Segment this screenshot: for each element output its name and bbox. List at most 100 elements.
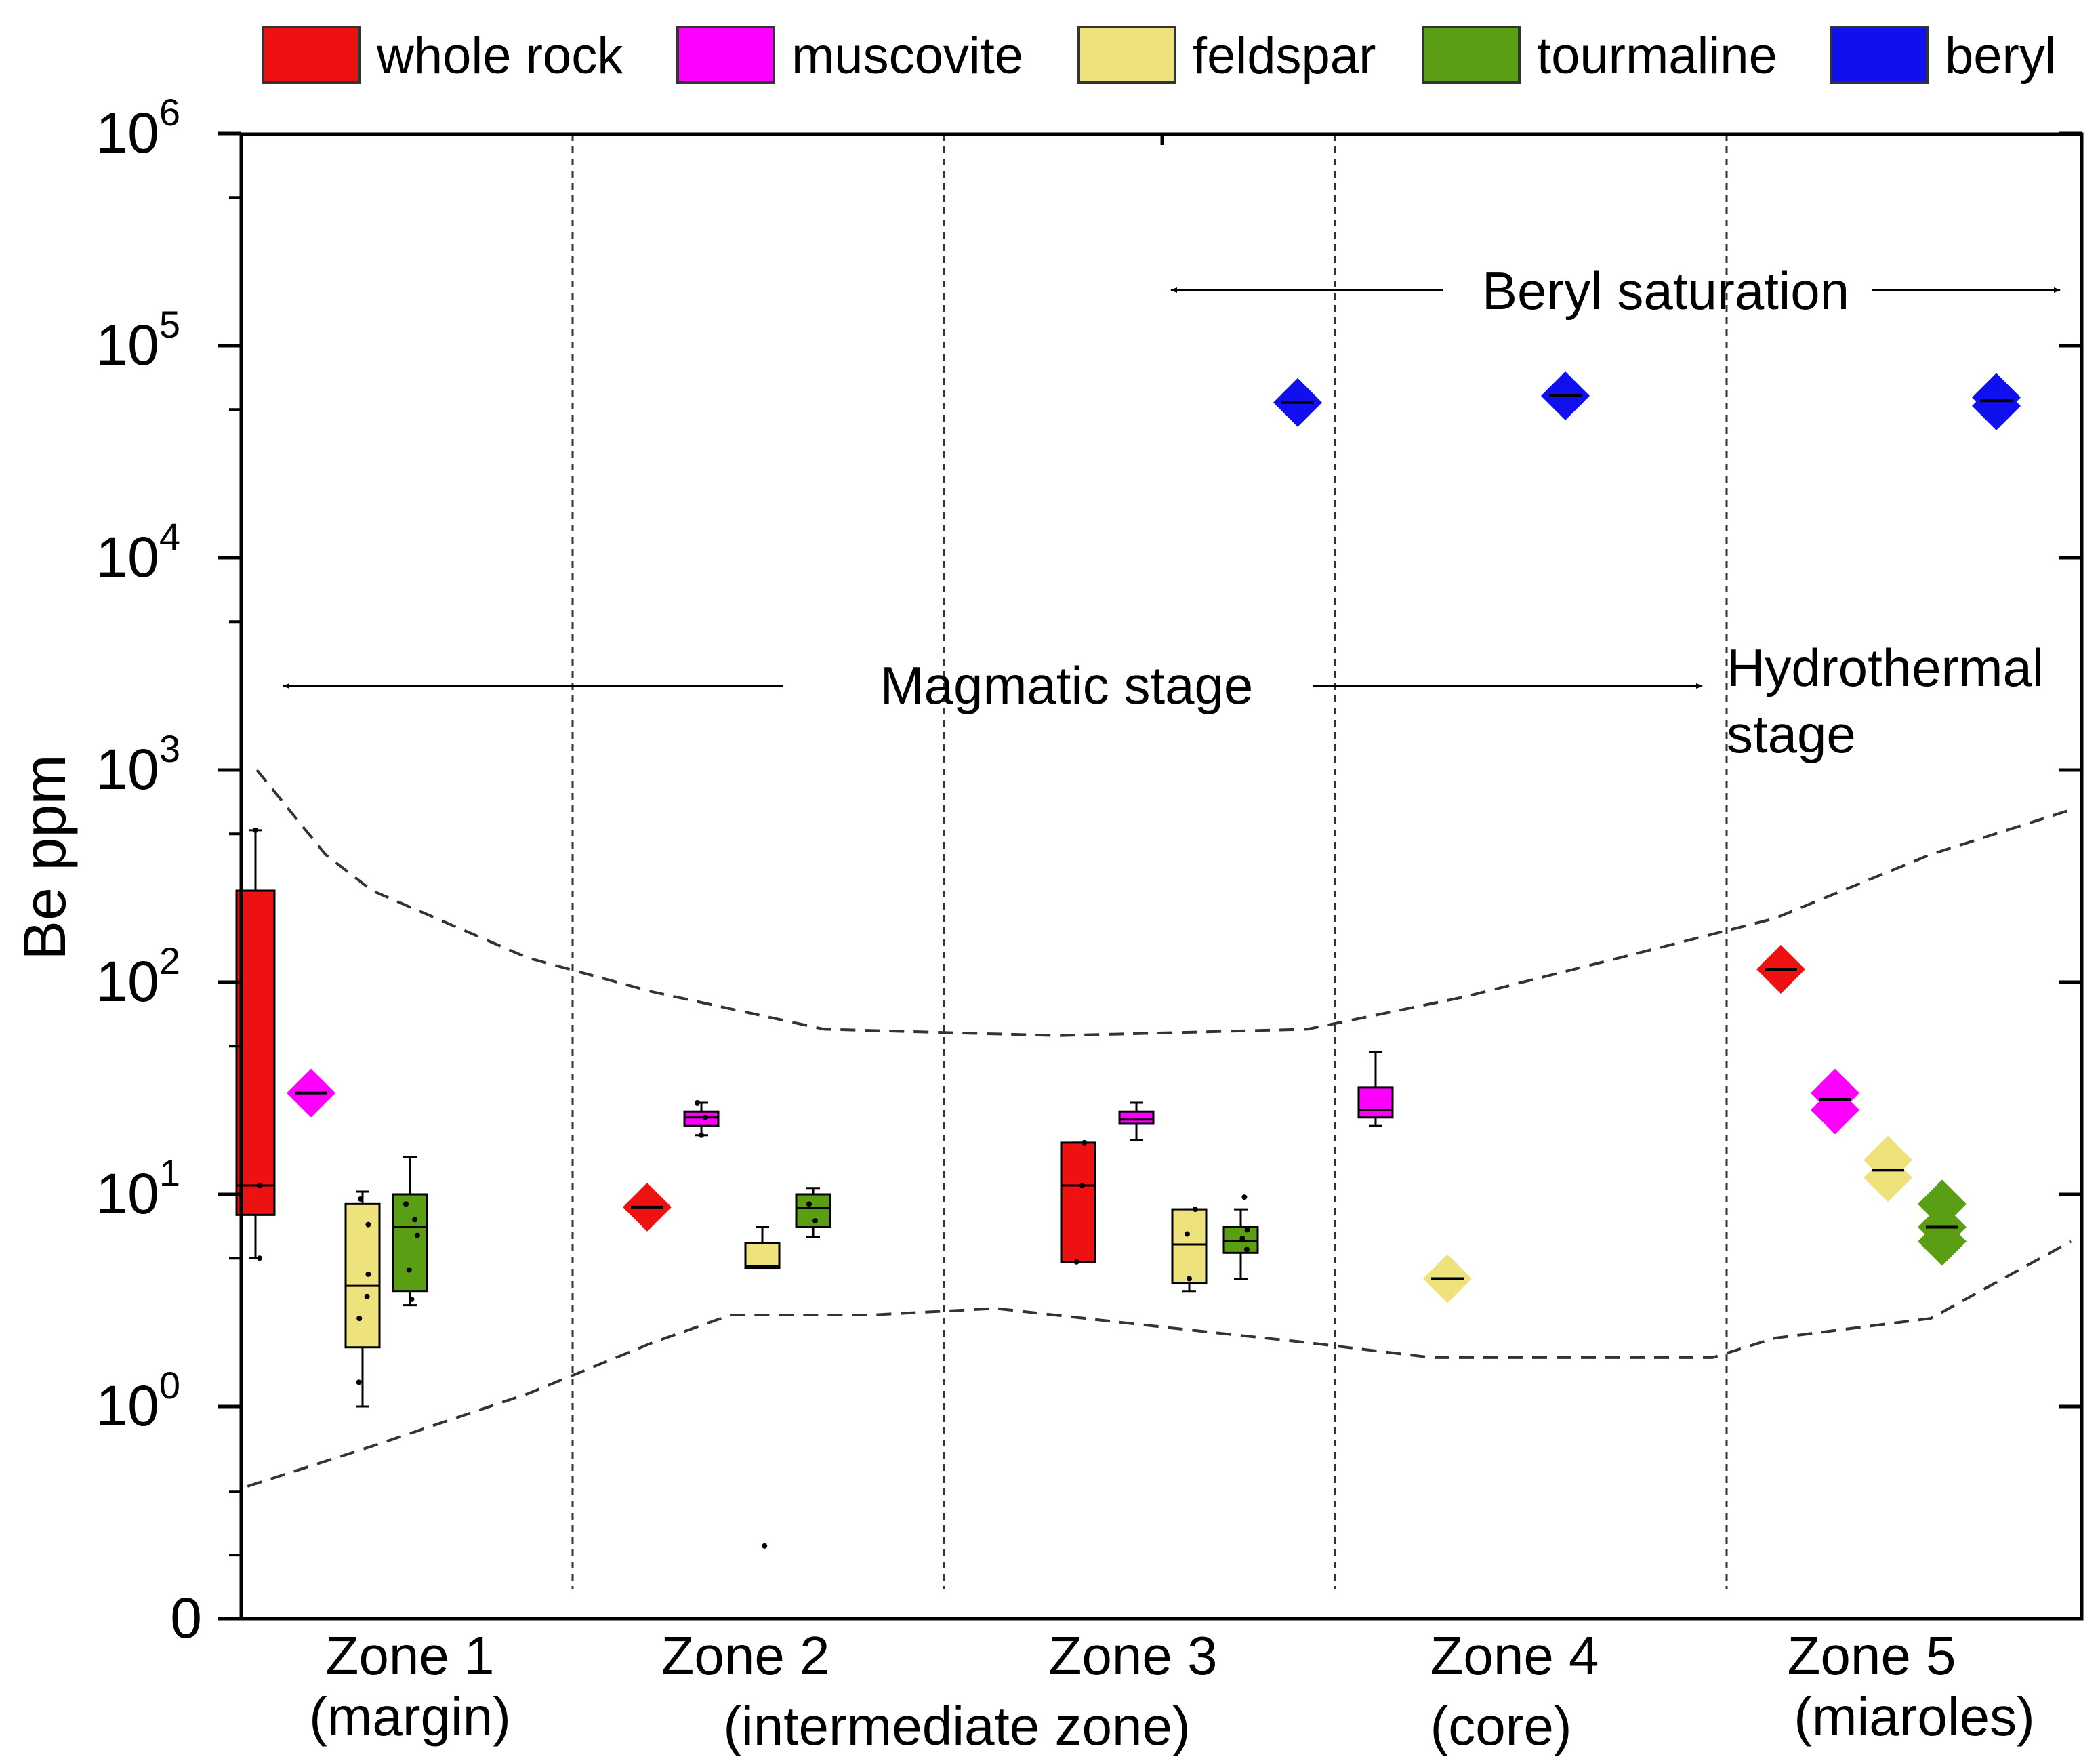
data-point — [695, 1099, 700, 1106]
data-point — [1073, 1259, 1079, 1265]
box — [1357, 1086, 1394, 1119]
x-tick-sublabel: (miaroles) — [1794, 1686, 2035, 1747]
box — [392, 1193, 428, 1293]
zone-dividers — [571, 134, 1728, 1589]
box — [1118, 1110, 1155, 1125]
y-tick-label: 103 — [96, 727, 180, 801]
beryl-saturation-label: Beryl saturation — [1482, 261, 1849, 321]
mark-zone1-feldspar — [344, 1190, 381, 1408]
legend-swatch — [1077, 26, 1176, 84]
data-point — [356, 1379, 362, 1385]
data-point — [257, 1255, 262, 1261]
mark-zone3-muscovite — [1118, 1101, 1155, 1141]
diamond-point — [1864, 1153, 1912, 1202]
annotations: Beryl saturation Magmatic stage Hydrotherm… — [283, 261, 2061, 764]
plot-area — [241, 134, 2082, 1619]
y-tick-label: 102 — [96, 939, 180, 1013]
x-tick-label: Zone 5 — [1787, 1625, 1956, 1686]
box — [1171, 1208, 1208, 1285]
legend-item-beryl: beryl — [1830, 26, 2057, 85]
legend-label: beryl — [1945, 27, 2057, 85]
data-point — [364, 1293, 370, 1299]
mark-zone4-beryl — [1541, 371, 1590, 421]
data-point — [365, 1271, 371, 1277]
legend-item-muscovite: muscovite — [676, 26, 1023, 85]
mark-zone5-tourmaline — [1918, 1179, 1967, 1266]
data-point — [812, 1218, 818, 1224]
legend-label: tourmaline — [1537, 27, 1777, 85]
data-point — [806, 1201, 812, 1207]
mark-zone4-muscovite — [1357, 1051, 1394, 1127]
box — [744, 1242, 781, 1270]
legend-label: feldspar — [1193, 27, 1376, 85]
y-tick-label: 105 — [96, 303, 180, 377]
x-axis: Zone 1(margin) Zone 2 (intermediate zone) Z… — [309, 134, 2035, 1756]
data-point — [1241, 1194, 1248, 1200]
y-axis-label: Be ppm — [11, 754, 78, 960]
x-tick-sublabel: (core) — [1430, 1696, 1572, 1756]
mark-zone3-beryl — [1273, 378, 1322, 427]
legend-label: muscovite — [791, 27, 1023, 85]
mark-zone3-tourmaline — [1222, 1194, 1259, 1280]
data-point — [1082, 1139, 1087, 1146]
mark-zone3-feldspar — [1171, 1207, 1208, 1293]
data-point — [409, 1296, 415, 1302]
data-point — [699, 1132, 704, 1138]
x-tick-label: Zone 1 — [325, 1625, 494, 1686]
data-point — [1244, 1227, 1250, 1233]
legend: whole rock muscovite feldspar tourmaline ber… — [262, 26, 2057, 85]
mark-zone1-tourmaline — [392, 1156, 428, 1307]
box — [344, 1202, 381, 1349]
legend-swatch — [262, 26, 361, 84]
mark-zone2-feldspar — [744, 1225, 781, 1549]
legend-swatch — [1830, 26, 1929, 84]
diamond-point — [1972, 381, 2021, 430]
legend-label: whole rock — [376, 27, 623, 85]
mark-zone5-feldspar — [1864, 1135, 1912, 1202]
mark-zone2-muscovite — [683, 1099, 720, 1138]
data-point — [762, 1543, 768, 1549]
data-point — [365, 1221, 371, 1228]
mark-zone5-beryl — [1972, 373, 2021, 430]
legend-item-tourmaline: tourmaline — [1422, 26, 1777, 85]
mark-zone2-tourmaline — [795, 1187, 831, 1238]
data-point — [1187, 1276, 1192, 1282]
x-tick-label: Zone 4 — [1430, 1625, 1599, 1686]
legend-item-whole-rock: whole rock — [262, 26, 623, 85]
y-tick-label: 106 — [96, 91, 180, 165]
data-point — [253, 827, 258, 833]
data-point — [403, 1201, 409, 1207]
y-tick-label: 0 — [170, 1586, 202, 1650]
x-tick-sublabel: (intermediate zone) — [723, 1696, 1190, 1756]
legend-swatch — [1422, 26, 1521, 84]
data-point — [1244, 1247, 1250, 1253]
data-point — [358, 1196, 363, 1202]
data-point — [257, 1183, 262, 1189]
data-point — [414, 1232, 420, 1238]
x-tick-label: Zone 3 — [1048, 1625, 1217, 1686]
legend-item-feldspar: feldspar — [1077, 26, 1376, 85]
hydrothermal-stage-label: Hydrothermal — [1727, 638, 2044, 697]
data-point — [1193, 1207, 1198, 1213]
data-point — [1239, 1235, 1245, 1241]
diamond-point — [1811, 1085, 1859, 1135]
mark-zone5-whole-rock — [1756, 945, 1805, 994]
box — [1060, 1141, 1096, 1263]
data-point — [356, 1316, 363, 1322]
hydrothermal-stage-label-2: stage — [1727, 704, 1856, 764]
envelope-lower — [247, 1240, 2072, 1488]
y-tick-label: 100 — [96, 1364, 180, 1438]
data-point — [703, 1114, 708, 1120]
diamond-point — [1918, 1217, 1967, 1266]
envelope-curves — [247, 769, 2072, 1488]
box — [683, 1110, 720, 1127]
magmatic-stage-label: Magmatic stage — [880, 655, 1254, 715]
x-tick-sublabel: (margin) — [309, 1686, 511, 1747]
data-point — [1185, 1231, 1190, 1237]
y-axis: 0 100 101 102 103 104 105 106 — [96, 91, 2082, 1650]
mark-zone4-feldspar — [1423, 1254, 1472, 1303]
mark-zone5-muscovite — [1811, 1068, 1859, 1135]
mark-zone1-muscovite — [287, 1068, 335, 1118]
data-point — [412, 1217, 418, 1223]
